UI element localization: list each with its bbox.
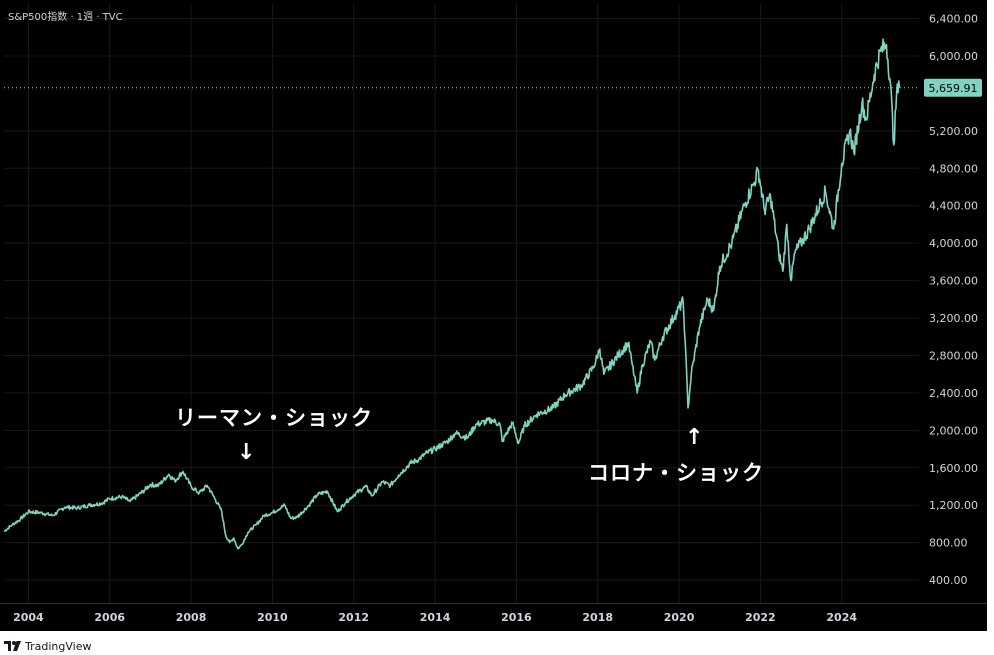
x-tick-label: 2010 [257,611,288,624]
price-line [3,38,901,550]
lehman-shock-label: リーマン・ショック [175,406,373,430]
series-group [3,38,919,550]
y-tick-label: 2,800.00 [929,349,978,362]
last-price-label: 5,659.91 [929,82,978,95]
x-tick-label: 2024 [826,611,857,624]
x-tick-label: 2016 [501,611,532,624]
tradingview-footer[interactable]: TradingView [4,638,91,654]
lehman-arrow-icon: ↓ [237,440,256,465]
symbol-title: S&P500指数 · 1週 · TVC [8,12,123,23]
corona-arrow-icon: ↑ [685,425,704,450]
y-tick-label: 1,600.00 [929,462,978,475]
y-tick-label: 400.00 [929,574,968,587]
y-tick-label: 4,800.00 [929,162,978,175]
y-tick-label: 3,200.00 [929,312,978,325]
x-tick-label: 2004 [13,611,44,624]
y-tick-label: 4,000.00 [929,237,978,250]
x-tick-label: 2014 [420,611,451,624]
y-tick-label: 6,000.00 [929,50,978,63]
x-tick-label: 2006 [94,611,125,624]
x-tick-label: 2012 [338,611,369,624]
last-price-tag [924,78,982,97]
x-tick-label: 2022 [745,611,776,624]
y-tick-label: 6,400.00 [929,13,978,26]
x-tick-label: 2018 [582,611,613,624]
y-tick-label: 4,400.00 [929,200,978,213]
y-tick-label: 5,200.00 [929,125,978,138]
y-tick-label: 3,600.00 [929,275,978,288]
price-axis: 400.00 800.00 1,200.00 1,600.00 2,000.00 2,40… [924,13,982,587]
y-tick-label: 1,200.00 [929,499,978,512]
corona-shock-label: コロナ・ショック [588,461,764,485]
footer-brand: TradingView [25,639,92,653]
grid-lines [4,4,919,603]
tradingview-logo-icon [4,641,21,651]
x-tick-label: 2008 [176,611,207,624]
x-tick-label: 2020 [664,611,695,624]
price-chart[interactable]: 400.00 800.00 1,200.00 1,600.00 2,000.00 2,40… [0,0,987,631]
y-tick-label: 800.00 [929,537,968,550]
time-axis: 2004 2006 2008 2010 2012 2014 2016 2018 2020 2022… [0,603,987,624]
y-tick-label: 2,000.00 [929,424,978,437]
y-tick-label: 2,400.00 [929,387,978,400]
chart-panel [0,0,987,631]
